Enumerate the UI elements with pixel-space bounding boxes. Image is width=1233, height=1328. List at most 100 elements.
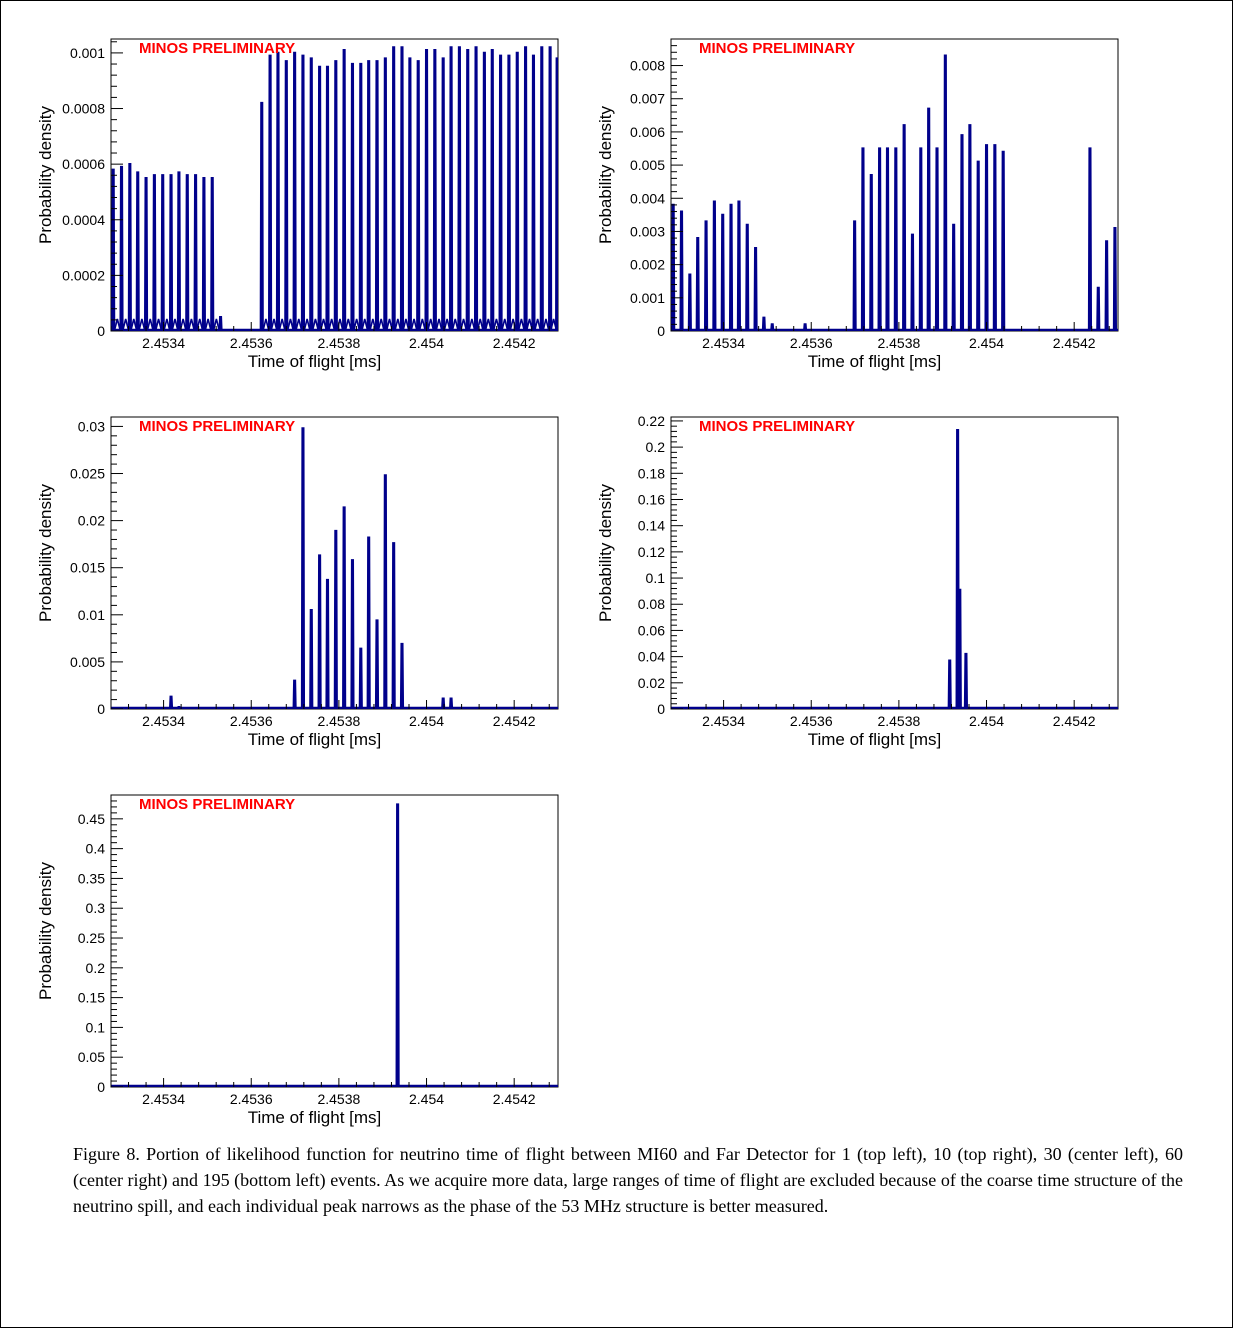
peak-19 xyxy=(893,147,898,331)
chart-panel-bottom-left: 0 0.05 0.1 0.15 0.2 0.25 0.3 0.35 0.4 0.45 2.4534 2… xyxy=(33,787,573,1139)
peak-17 xyxy=(877,147,882,331)
peak-40 xyxy=(473,46,479,331)
peak-36 xyxy=(1112,227,1118,331)
peak-44 xyxy=(506,54,512,331)
x-tick-label: 2.454 xyxy=(409,1091,444,1107)
peak-29 xyxy=(383,57,388,331)
peak-10 xyxy=(358,647,363,709)
peak-6 xyxy=(160,174,165,331)
peak-7 xyxy=(168,174,174,331)
x-tick-label: 2.4534 xyxy=(702,713,745,729)
y-tick-label: 0.25 xyxy=(78,930,105,946)
y-axis-title: Probability density xyxy=(36,862,55,1000)
x-axis-title: Time of flight [ms] xyxy=(248,352,382,371)
baseline-ripple-39 xyxy=(468,318,476,331)
peak-7 xyxy=(728,203,734,331)
y-tick-label: 0.14 xyxy=(638,518,665,534)
peak-25 xyxy=(943,54,948,331)
baseline-ripple-35 xyxy=(435,318,443,331)
peak-23 xyxy=(333,60,338,331)
baseline-ripple-4 xyxy=(146,318,154,331)
baseline-ripple-11 xyxy=(204,318,212,331)
peak-4 xyxy=(309,608,314,709)
x-tick-label: 2.4538 xyxy=(317,1091,360,1107)
peak-2 xyxy=(687,273,692,331)
y-tick-label: 0.006 xyxy=(630,124,665,140)
peak-8 xyxy=(736,200,742,331)
peak-3 xyxy=(135,171,140,331)
x-tick-label: 2.4536 xyxy=(230,713,273,729)
y-tick-label: 0.003 xyxy=(630,223,665,239)
peak-13 xyxy=(803,323,808,331)
peak-12 xyxy=(210,176,215,331)
preliminary-label: MINOS PRELIMINARY xyxy=(699,40,855,57)
peak-15 xyxy=(399,642,405,709)
peak-21 xyxy=(317,65,322,331)
peak-24 xyxy=(934,147,940,331)
y-tick-label: 0.1 xyxy=(646,570,666,586)
baseline-ripple-28 xyxy=(377,318,385,331)
peak-28 xyxy=(374,60,380,331)
peak-16 xyxy=(441,697,446,709)
peak-23 xyxy=(926,107,931,331)
baseline-ripple-25 xyxy=(352,318,361,331)
peak-26 xyxy=(951,223,956,331)
peak-47 xyxy=(531,54,536,331)
chart-panel-center-right: 0 0.02 0.04 0.06 0.08 0.1 0.12 0.14 0.16 0.18 0.2 0… xyxy=(593,409,1133,761)
peak-41 xyxy=(482,51,487,331)
baseline-ripple-6 xyxy=(163,318,171,331)
peak-1 xyxy=(955,428,960,709)
peak-50 xyxy=(555,57,558,331)
y-tick-label: 0.1 xyxy=(86,1019,106,1035)
y-tick-label: 0.3 xyxy=(86,900,106,916)
preliminary-label: MINOS PRELIMINARY xyxy=(139,418,295,435)
x-tick-label: 2.4538 xyxy=(317,713,360,729)
peak-25 xyxy=(350,62,355,331)
y-tick-label: 0.02 xyxy=(78,513,105,529)
peak-39 xyxy=(465,49,470,331)
y-tick-label: 0.4 xyxy=(86,841,106,857)
peak-24 xyxy=(342,49,347,331)
peak-34 xyxy=(424,49,429,331)
y-tick-label: 0.005 xyxy=(630,157,665,173)
chart-svg-top-right: 0 0.001 0.002 0.003 0.004 0.005 0.006 0.007 0.00… xyxy=(596,38,1119,371)
baseline-ripple-42 xyxy=(492,318,501,331)
y-tick-label: 0.0004 xyxy=(62,212,105,228)
baseline-ripple-9 xyxy=(187,318,196,331)
peak-16 xyxy=(869,173,874,331)
data-series xyxy=(111,803,558,1087)
y-tick-label: 0.025 xyxy=(70,466,105,482)
baseline-ripple-27 xyxy=(369,318,377,331)
peak-17 xyxy=(448,697,454,709)
y-tick-label: 0.2 xyxy=(86,960,106,976)
baseline-ripple-30 xyxy=(394,318,402,331)
chart-svg-center-left: 0 0.005 0.01 0.015 0.02 0.025 0.03 2.4534 2.4536… xyxy=(36,416,559,749)
peak-22 xyxy=(918,147,923,331)
y-tick-label: 0 xyxy=(97,701,105,717)
baseline-ripple-26 xyxy=(360,318,369,331)
peak-43 xyxy=(498,54,503,331)
peak-1 xyxy=(679,210,684,331)
x-tick-label: 2.4534 xyxy=(142,1091,185,1107)
peak-3 xyxy=(695,236,700,331)
peak-5 xyxy=(152,174,157,331)
peak-0 xyxy=(111,168,116,331)
peak-14 xyxy=(391,542,396,709)
baseline-ripple-34 xyxy=(426,318,435,331)
data-series xyxy=(671,428,1118,709)
peak-2 xyxy=(292,679,297,709)
peak-16 xyxy=(275,51,281,331)
y-tick-label: 0.08 xyxy=(638,596,665,612)
y-tick-label: 0.005 xyxy=(70,654,105,670)
peak-5 xyxy=(317,554,322,709)
baseline-ripple-49 xyxy=(549,318,558,331)
y-tick-label: 0.0002 xyxy=(62,267,105,283)
plot-frame xyxy=(110,794,559,1088)
baseline-ripple-41 xyxy=(484,318,493,331)
peak-31 xyxy=(399,46,405,331)
baseline-ripple-2 xyxy=(130,318,138,331)
peak-31 xyxy=(992,144,997,331)
peak-18 xyxy=(885,147,890,331)
y-tick-label: 0.05 xyxy=(78,1049,105,1065)
